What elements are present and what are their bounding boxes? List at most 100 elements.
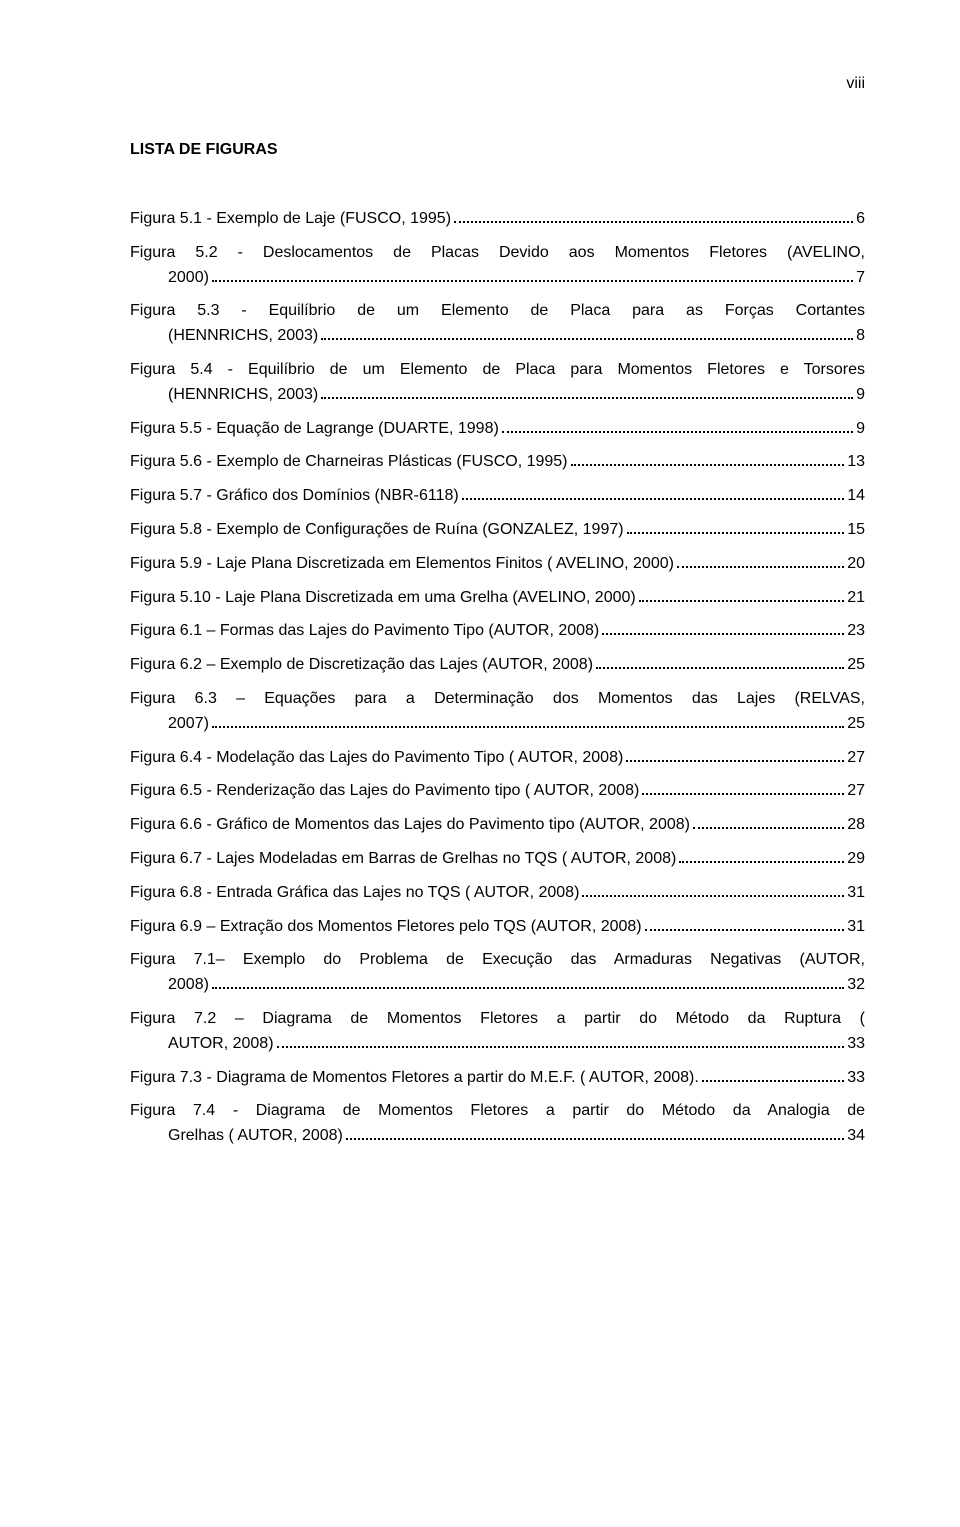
- toc-entry: Figura 5.3 - Equilíbrio de um Elemento d…: [130, 299, 865, 349]
- entry-label-line2: 2000): [168, 266, 209, 291]
- leader-dots: [582, 895, 844, 897]
- leader-dots: [502, 431, 853, 433]
- entry-continuation: (HENNRICHS, 2003) 8: [130, 324, 865, 349]
- toc-entry: Figura 6.1 – Formas das Lajes do Pavimen…: [130, 619, 865, 644]
- toc-entry: Figura 6.2 – Exemplo de Discretização da…: [130, 653, 865, 678]
- entry-page: 34: [847, 1124, 865, 1149]
- leader-dots: [693, 827, 844, 829]
- page-number: viii: [130, 75, 865, 93]
- leader-dots: [571, 464, 845, 466]
- entry-page: 15: [847, 518, 865, 543]
- entry-label: Figura 6.5 - Renderização das Lajes do P…: [130, 779, 639, 804]
- leader-dots: [642, 793, 844, 795]
- toc-entry: Figura 7.1– Exemplo do Problema de Execu…: [130, 948, 865, 998]
- entry-label-line2: (HENNRICHS, 2003): [168, 324, 318, 349]
- entry-page: 32: [847, 973, 865, 998]
- entry-page: 31: [847, 881, 865, 906]
- entry-label: Figura 6.1 – Formas das Lajes do Pavimen…: [130, 619, 599, 644]
- leader-dots: [645, 929, 845, 931]
- leader-dots: [679, 861, 844, 863]
- entry-page: 14: [847, 484, 865, 509]
- entry-continuation: 2000) 7: [130, 266, 865, 291]
- toc-entry: Figura 6.7 - Lajes Modeladas em Barras d…: [130, 847, 865, 872]
- entry-label: Figura 6.6 - Gráfico de Momentos das Laj…: [130, 813, 690, 838]
- entry-page: 33: [847, 1032, 865, 1057]
- toc-entry: Figura 5.8 - Exemplo de Configurações de…: [130, 518, 865, 543]
- entry-page: 33: [847, 1066, 865, 1091]
- leader-dots: [346, 1138, 844, 1140]
- entry-continuation: 2007) 25: [130, 712, 865, 737]
- toc-entry: Figura 6.9 – Extração dos Momentos Fleto…: [130, 915, 865, 940]
- toc-entry: Figura 6.8 - Entrada Gráfica das Lajes n…: [130, 881, 865, 906]
- toc-entry: Figura 5.4 - Equilíbrio de um Elemento d…: [130, 358, 865, 408]
- entry-label-line1: Figura 7.4 - Diagrama de Momentos Fletor…: [130, 1099, 865, 1124]
- leader-dots: [212, 987, 844, 989]
- entry-page: 29: [847, 847, 865, 872]
- leader-dots: [627, 532, 845, 534]
- entry-continuation: 2008) 32: [130, 973, 865, 998]
- entry-page: 23: [847, 619, 865, 644]
- entry-continuation: AUTOR, 2008) 33: [130, 1032, 865, 1057]
- entry-label-line2: (HENNRICHS, 2003): [168, 383, 318, 408]
- leader-dots: [321, 397, 853, 399]
- entry-page: 8: [856, 324, 865, 349]
- leader-dots: [596, 667, 844, 669]
- leader-dots: [677, 566, 844, 568]
- leader-dots: [702, 1080, 844, 1082]
- entry-label-line2: 2007): [168, 712, 209, 737]
- toc-entry: Figura 5.5 - Equação de Lagrange (DUARTE…: [130, 417, 865, 442]
- leader-dots: [277, 1046, 845, 1048]
- leader-dots: [212, 280, 853, 282]
- toc-entry: Figura 6.4 - Modelação das Lajes do Pavi…: [130, 746, 865, 771]
- toc-entry: Figura 6.5 - Renderização das Lajes do P…: [130, 779, 865, 804]
- entry-label-line1: Figura 7.1– Exemplo do Problema de Execu…: [130, 948, 865, 973]
- entry-page: 28: [847, 813, 865, 838]
- toc-entry: Figura 5.7 - Gráfico dos Domínios (NBR-6…: [130, 484, 865, 509]
- entry-page: 25: [847, 712, 865, 737]
- leader-dots: [462, 498, 844, 500]
- entry-label: Figura 6.4 - Modelação das Lajes do Pavi…: [130, 746, 623, 771]
- entry-label-line1: Figura 6.3 – Equações para a Determinaçã…: [130, 687, 865, 712]
- toc-entry: Figura 5.10 - Laje Plana Discretizada em…: [130, 586, 865, 611]
- toc-entry: Figura 7.2 – Diagrama de Momentos Fletor…: [130, 1007, 865, 1057]
- entry-label: Figura 5.6 - Exemplo de Charneiras Plást…: [130, 450, 568, 475]
- figures-list: Figura 5.1 - Exemplo de Laje (FUSCO, 199…: [130, 207, 865, 1149]
- entry-page: 9: [856, 383, 865, 408]
- entry-label: Figura 7.3 - Diagrama de Momentos Fletor…: [130, 1066, 699, 1091]
- entry-page: 6: [856, 207, 865, 232]
- entry-label: Figura 6.9 – Extração dos Momentos Fleto…: [130, 915, 642, 940]
- entry-page: 31: [847, 915, 865, 940]
- leader-dots: [321, 338, 853, 340]
- leader-dots: [602, 633, 844, 635]
- entry-label-line1: Figura 7.2 – Diagrama de Momentos Fletor…: [130, 1007, 865, 1032]
- entry-label: Figura 5.10 - Laje Plana Discretizada em…: [130, 586, 636, 611]
- entry-label: Figura 5.7 - Gráfico dos Domínios (NBR-6…: [130, 484, 459, 509]
- entry-label: Figura 5.1 - Exemplo de Laje (FUSCO, 199…: [130, 207, 451, 232]
- entry-label: Figura 6.7 - Lajes Modeladas em Barras d…: [130, 847, 676, 872]
- entry-label-line2: AUTOR, 2008): [168, 1032, 274, 1057]
- toc-entry: Figura 5.2 - Deslocamentos de Placas Dev…: [130, 241, 865, 291]
- entry-continuation: Grelhas ( AUTOR, 2008) 34: [130, 1124, 865, 1149]
- entry-continuation: (HENNRICHS, 2003) 9: [130, 383, 865, 408]
- leader-dots: [639, 600, 844, 602]
- entry-label-line1: Figura 5.4 - Equilíbrio de um Elemento d…: [130, 358, 865, 383]
- leader-dots: [626, 760, 844, 762]
- entry-page: 20: [847, 552, 865, 577]
- entry-page: 27: [847, 746, 865, 771]
- entry-page: 27: [847, 779, 865, 804]
- entry-label-line1: Figura 5.3 - Equilíbrio de um Elemento d…: [130, 299, 865, 324]
- list-title: LISTA DE FIGURAS: [130, 141, 865, 159]
- entry-page: 7: [856, 266, 865, 291]
- entry-page: 13: [847, 450, 865, 475]
- entry-label: Figura 5.8 - Exemplo de Configurações de…: [130, 518, 624, 543]
- toc-entry: Figura 5.1 - Exemplo de Laje (FUSCO, 199…: [130, 207, 865, 232]
- toc-entry: Figura 7.3 - Diagrama de Momentos Fletor…: [130, 1066, 865, 1091]
- toc-entry: Figura 5.6 - Exemplo de Charneiras Plást…: [130, 450, 865, 475]
- entry-label: Figura 5.9 - Laje Plana Discretizada em …: [130, 552, 674, 577]
- entry-page: 25: [847, 653, 865, 678]
- entry-label-line2: Grelhas ( AUTOR, 2008): [168, 1124, 343, 1149]
- toc-entry: Figura 6.3 – Equações para a Determinaçã…: [130, 687, 865, 737]
- entry-label-line2: 2008): [168, 973, 209, 998]
- toc-entry: Figura 5.9 - Laje Plana Discretizada em …: [130, 552, 865, 577]
- entry-label: Figura 6.8 - Entrada Gráfica das Lajes n…: [130, 881, 579, 906]
